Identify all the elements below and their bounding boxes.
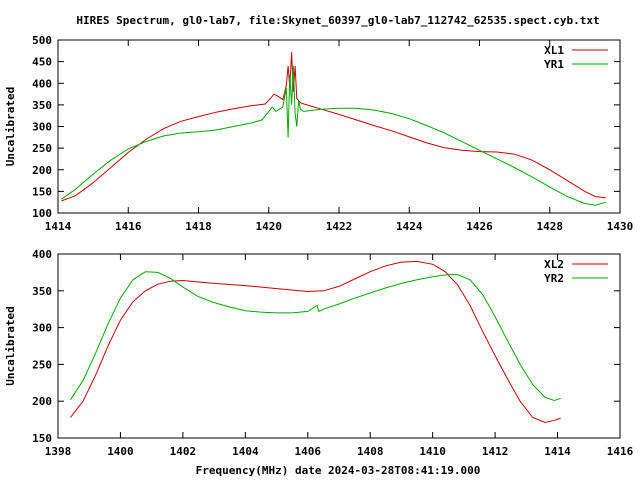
x-tick-label: 1414 [45,220,72,233]
legend-label: YR2 [544,272,564,285]
y-tick-label: 350 [32,285,52,298]
y-tick-label: 100 [32,207,52,220]
x-tick-label: 1428 [537,220,564,233]
y-tick-label: 300 [32,322,52,335]
x-tick-label: 1400 [107,445,134,458]
x-tick-label: 1430 [607,220,634,233]
y-tick-label: 450 [32,56,52,69]
x-tick-label: 1404 [232,445,259,458]
plot-frame [57,253,621,439]
y-tick-label: 150 [32,432,52,445]
y-tick-label: 350 [32,99,52,112]
legend-label: XL2 [544,258,564,271]
y-tick-label: 400 [32,248,52,261]
y-tick-label: 500 [32,34,52,47]
legend-label: XL1 [544,44,564,57]
x-tick-label: 1426 [466,220,493,233]
y-axis-label: Uncalibrated [4,306,17,385]
legend-label: YR1 [544,58,564,71]
y-tick-label: 200 [32,395,52,408]
y-tick-label: 300 [32,121,52,134]
series-line-yr1 [61,65,607,206]
y-axis-label: Uncalibrated [4,87,17,166]
top-panel-plot: 1414 1416 1418 1420 1422 1424 1426 1428 1430 100 1… [4,34,633,233]
x-tick-label: 1412 [482,445,509,458]
x-axis-label: Frequency(MHz) date 2024-03-28T08:41:19.… [196,464,481,477]
x-tick-label: 1416 [115,220,142,233]
chart-title: HIRES Spectrum, gl0-lab7, file:Skynet_60… [76,14,599,27]
x-tick-label: 1410 [419,445,446,458]
x-tick-label: 1398 [45,445,72,458]
x-tick-label: 1418 [185,220,212,233]
x-tick-label: 1406 [295,445,322,458]
series-line-xl2 [70,260,561,424]
x-tick-label: 1414 [544,445,571,458]
y-tick-label: 150 [32,185,52,198]
x-tick-label: 1402 [170,445,197,458]
plot-frame [57,39,621,214]
x-tick-label: 1408 [357,445,384,458]
y-tick-label: 250 [32,358,52,371]
bottom-panel-plot: 1398 1400 1402 1404 1406 1408 1410 1412 1414 1416… [4,248,634,458]
x-tick-label: 1416 [607,445,634,458]
y-tick-label: 250 [32,142,52,155]
y-tick-label: 200 [32,164,52,177]
series-line-xl1 [61,52,606,202]
x-tick-label: 1420 [256,220,283,233]
x-tick-label: 1424 [396,220,423,233]
series-line-yr2 [70,271,561,402]
y-tick-label: 400 [32,77,52,90]
x-tick-label: 1422 [326,220,353,233]
